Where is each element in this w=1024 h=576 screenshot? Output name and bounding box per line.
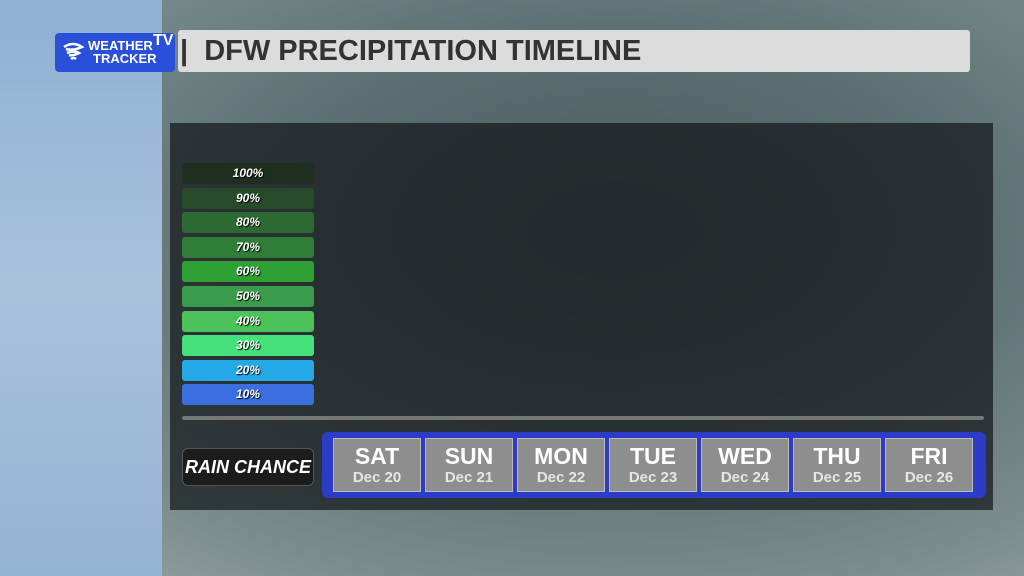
scale-level: 10% [182, 384, 314, 406]
day-date: Dec 25 [812, 469, 862, 486]
scale-level: 30% [182, 335, 314, 357]
scale-level: 70% [182, 236, 314, 258]
logo-line2: TRACKER [93, 51, 157, 66]
day-name: FRI [910, 443, 948, 469]
side-panel [0, 0, 162, 576]
scale-level: 40% [182, 310, 314, 332]
row-label: RAIN CHANCE [182, 448, 314, 486]
day-cell: FRI Dec 26 [885, 438, 973, 492]
logo: WEATHER TRACKER TV [55, 33, 175, 72]
day-cell: MON Dec 22 [517, 438, 605, 492]
day-name: MON [534, 443, 588, 469]
day-cell: TUE Dec 23 [609, 438, 697, 492]
logo-line1: WEATHER [88, 38, 153, 53]
day-date: Dec 24 [720, 469, 770, 486]
day-name: THU [813, 443, 861, 469]
logo-badge: TV [153, 32, 174, 49]
day-cell: WED Dec 24 [701, 438, 789, 492]
scale-level: 80% [182, 212, 314, 234]
logo-icon [63, 42, 85, 61]
day-date: Dec 26 [904, 469, 954, 486]
day-date: Dec 21 [444, 469, 494, 486]
day-name: TUE [630, 443, 676, 469]
day-name: SAT [354, 443, 400, 469]
scale-level: 100% [182, 163, 314, 184]
divider [182, 416, 984, 420]
scale-level: 50% [182, 286, 314, 307]
scale-level: 60% [182, 261, 314, 283]
day-cell: THU Dec 25 [793, 438, 881, 492]
scale-level: 90% [182, 187, 314, 209]
days-strip: SAT Dec 20 SUN Dec 21 MON Dec 22 TUE Dec 23 WED D… [322, 432, 986, 498]
day-name: SUN [444, 443, 494, 469]
day-date: Dec 22 [536, 469, 586, 486]
scale-level: 20% [182, 359, 314, 381]
day-name: WED [718, 443, 772, 469]
day-cell: SUN Dec 21 [425, 438, 513, 492]
day-cell: SAT Dec 20 [333, 438, 421, 492]
day-date: Dec 23 [628, 469, 678, 486]
title-bar: | DFW PRECIPITATION TIMELINE [178, 30, 970, 72]
title-divider: | [180, 35, 189, 67]
title: DFW PRECIPITATION TIMELINE [204, 35, 642, 67]
day-date: Dec 20 [352, 469, 402, 486]
